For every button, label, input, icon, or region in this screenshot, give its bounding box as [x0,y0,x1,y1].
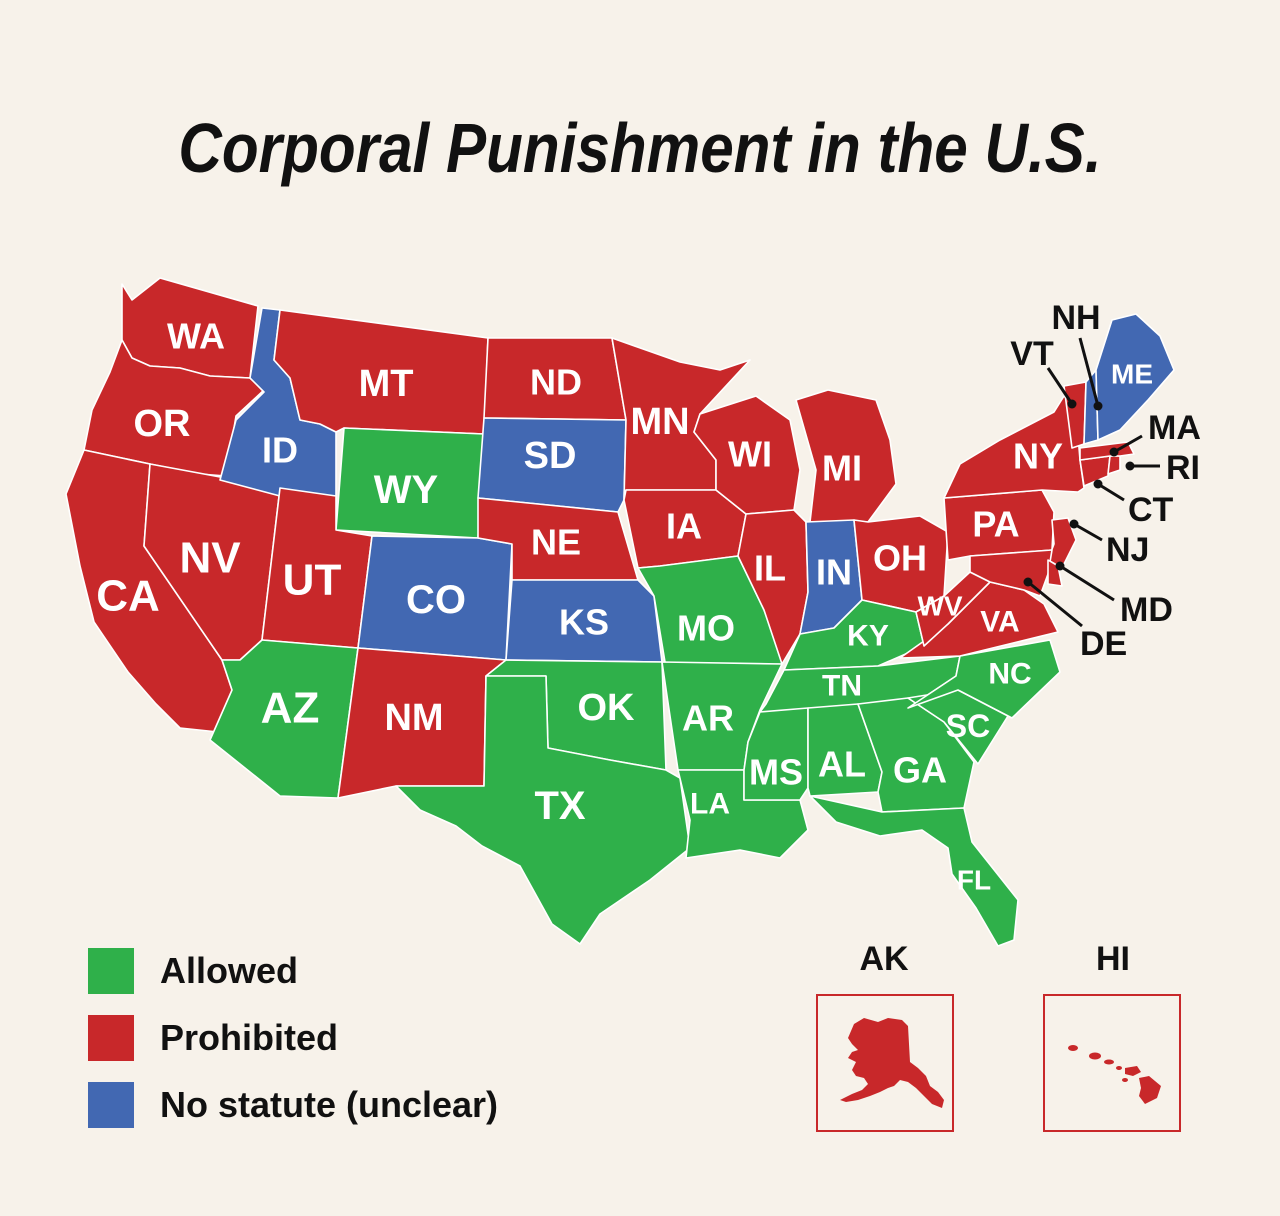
state-label-mi: MI [822,448,862,489]
state-label-vt: VT [1010,335,1054,373]
state-label-la: LA [690,788,730,821]
state-label-ga: GA [893,750,947,791]
hawaii-shape [1068,1045,1161,1104]
state-label-wa: WA [167,316,225,357]
state-label-sd: SD [524,435,577,477]
leader-dot-de [1023,577,1033,587]
legend-label: No statute (unclear) [160,1084,499,1125]
state-ms [743,707,809,801]
state-ri [1107,455,1121,475]
state-label-nj: NJ [1106,531,1149,569]
state-label-ok: OK [578,687,636,729]
legend-label: Allowed [160,950,299,991]
state-ks [505,579,663,663]
state-label-il: IL [754,548,786,589]
state-label-mo: MO [677,608,735,649]
leader-dot-ma [1109,447,1119,457]
state-label-tn: TN [822,670,862,703]
state-label-ne: NE [531,522,581,563]
leader-dot-nj [1069,519,1079,529]
legend: Allowed Prohibited No statute (unclear) [88,948,498,1149]
state-co [357,535,513,661]
allowed-swatch [88,948,134,994]
alaska-shape [840,1018,944,1108]
state-label-ny: NY [1013,436,1063,477]
leader-dot-nh [1093,401,1103,411]
state-label-nh: NH [1051,299,1100,337]
state-label-ut: UT [283,556,342,605]
state-label-nc: NC [988,658,1031,691]
state-or [83,339,265,477]
leader-line-md [1059,564,1115,602]
state-de [1047,559,1063,587]
leader-line-vt [1046,367,1074,405]
state-tx [395,675,691,945]
state-sd [477,417,627,513]
state-label-tx: TX [534,784,585,828]
state-label-nd: ND [530,362,582,403]
leader-line-nh [1078,337,1100,407]
state-label-wi: WI [728,434,772,475]
state-label-mn: MN [630,401,689,443]
no-statute-swatch [88,1082,134,1128]
state-label-nv: NV [179,534,241,583]
leader-line-ct [1097,482,1125,502]
state-label-sc: SC [946,708,990,744]
state-label-al: AL [818,744,866,785]
leader-dot-md [1055,561,1065,571]
legend-item-prohibited: Prohibited [88,1015,498,1061]
legend-item-allowed: Allowed [88,948,498,994]
state-nc [907,639,1061,719]
leader-dot-ct [1093,479,1103,489]
state-label-or: OR [134,403,191,445]
state-me [1095,313,1175,441]
leader-dot-ri [1125,461,1135,471]
state-mi [795,389,897,523]
leader-line-de [1027,580,1083,628]
state-label-wv: WV [917,591,962,622]
state-label-fl: FL [957,865,991,896]
state-label-ca: CA [96,572,160,621]
alaska-inset [816,994,954,1132]
state-label-ri: RI [1166,449,1200,487]
state-label-oh: OH [873,538,927,579]
state-label-az: AZ [261,684,320,733]
state-label-ky: KY [847,620,889,653]
state-ma [1079,441,1135,461]
state-label-va: VA [980,606,1019,639]
state-label-ma: MA [1148,409,1201,447]
state-label-me: ME [1111,359,1153,390]
legend-label: Prohibited [160,1017,338,1058]
state-label-mt: MT [359,363,414,405]
hawaii-inset-title: HI [1096,940,1130,978]
state-fl [809,795,1019,947]
state-label-ks: KS [559,602,609,643]
state-label-nm: NM [384,697,443,739]
leader-line-nj [1073,522,1103,542]
state-label-ar: AR [682,698,734,739]
legend-item-no-statute: No statute (unclear) [88,1082,498,1128]
state-label-ia: IA [666,506,702,547]
hawaii-inset [1043,994,1181,1132]
state-label-co: CO [406,578,466,622]
leader-line-ma [1113,434,1143,454]
state-label-md: MD [1120,591,1173,629]
state-label-pa: PA [972,504,1019,545]
state-label-in: IN [816,552,852,593]
state-label-id: ID [262,430,298,471]
alaska-inset-title: AK [859,940,909,978]
state-label-de: DE [1080,625,1127,663]
state-label-ct: CT [1128,491,1174,529]
prohibited-swatch [88,1015,134,1061]
leader-dot-vt [1067,399,1077,409]
state-label-wy: WY [374,468,439,512]
state-label-ms: MS [749,752,803,793]
map-title: Corporal Punishment in the U.S. [178,109,1102,187]
